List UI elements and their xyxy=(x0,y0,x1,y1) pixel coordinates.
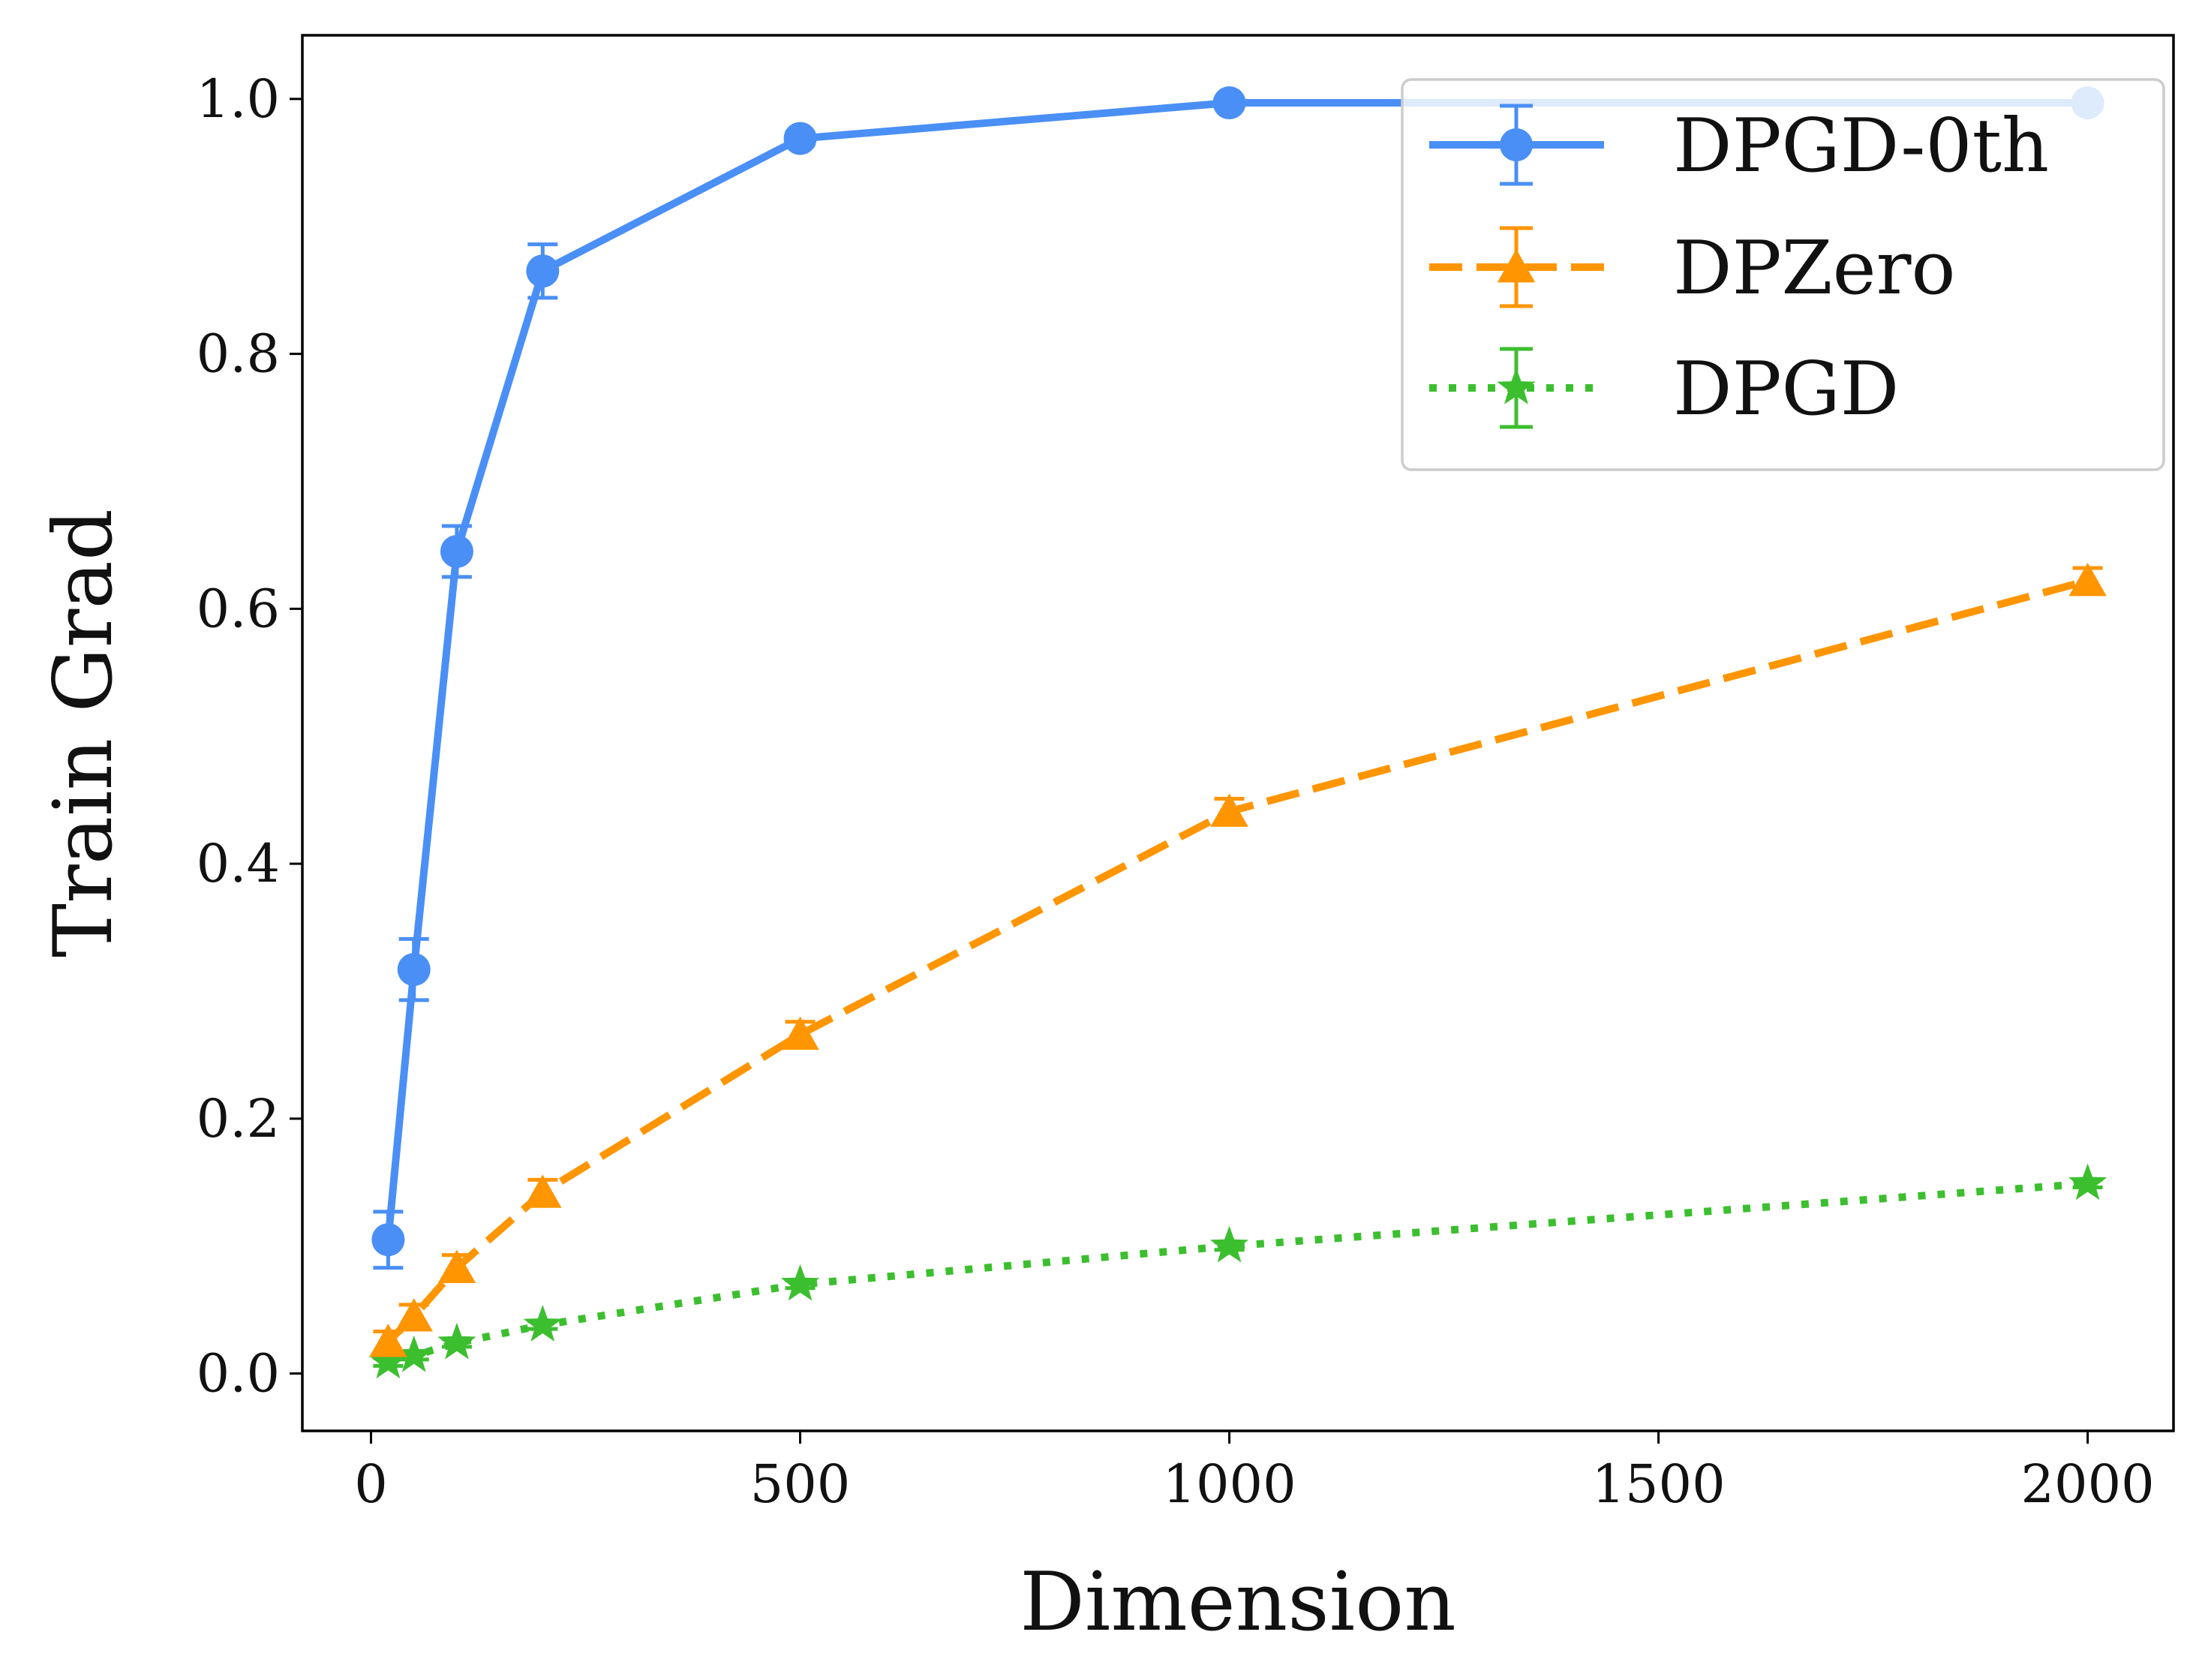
series-layer xyxy=(368,86,2107,1379)
data-point xyxy=(1500,128,1533,161)
x-tick-label: 500 xyxy=(750,1453,851,1515)
data-point xyxy=(440,534,473,568)
y-axis: 0.0 0.2 0.4 0.6 0.8 1.0 xyxy=(197,68,302,1405)
data-point xyxy=(437,1249,476,1283)
y-tick-label: 0.8 xyxy=(197,323,280,385)
data-point xyxy=(1497,368,1536,404)
x-tick-label: 2000 xyxy=(2021,1453,2155,1515)
data-point xyxy=(397,953,431,987)
legend-label: DPGD-0th xyxy=(1673,104,2049,189)
y-axis-label: Train Grad xyxy=(37,509,131,957)
data-point xyxy=(524,1174,562,1208)
y-tick-label: 1.0 xyxy=(197,68,280,130)
y-tick-label: 0.6 xyxy=(197,578,280,639)
data-point xyxy=(395,1298,433,1332)
x-axis-label: Dimension xyxy=(1020,1555,1456,1649)
legend: DPGD-0th DPZero DPGD xyxy=(1401,78,2165,471)
data-point xyxy=(1209,1225,1249,1263)
data-point xyxy=(526,254,560,288)
series-dpzero xyxy=(369,563,2107,1357)
y-tick-label: 0.4 xyxy=(197,833,280,894)
data-point xyxy=(369,1324,407,1357)
legend-item: DPZero xyxy=(1429,226,1955,311)
legend-label: DPZero xyxy=(1673,226,1955,311)
data-point xyxy=(395,1335,434,1372)
data-point xyxy=(1212,86,1246,120)
data-point xyxy=(2068,1163,2107,1201)
data-point xyxy=(523,1305,562,1342)
data-point xyxy=(783,122,817,155)
x-tick-label: 0 xyxy=(354,1453,388,1515)
legend-item: DPGD-0th xyxy=(1429,104,2049,189)
data-point xyxy=(371,1223,405,1257)
legend-label: DPGD xyxy=(1673,347,1899,432)
series-dpgd xyxy=(368,1163,2107,1379)
data-point xyxy=(368,1342,408,1379)
data-point xyxy=(2068,563,2107,597)
series-line xyxy=(385,577,2089,1345)
y-tick-label: 0.0 xyxy=(197,1343,280,1405)
series-line xyxy=(387,1180,2088,1366)
data-point xyxy=(1497,249,1536,283)
legend-box xyxy=(1401,78,2165,471)
x-axis: 0 500 1000 1500 2000 xyxy=(354,1431,2155,1515)
data-point xyxy=(437,1322,476,1360)
x-tick-label: 1000 xyxy=(1162,1453,1296,1515)
x-tick-label: 1500 xyxy=(1591,1453,1725,1515)
legend-item: DPGD xyxy=(1429,347,1899,432)
series-dpgd-0th xyxy=(371,86,2104,1270)
data-point xyxy=(781,1016,819,1050)
axes-frame xyxy=(301,34,2175,1432)
y-tick-label: 0.2 xyxy=(197,1088,280,1150)
data-point xyxy=(1210,793,1248,827)
data-point xyxy=(780,1264,820,1301)
